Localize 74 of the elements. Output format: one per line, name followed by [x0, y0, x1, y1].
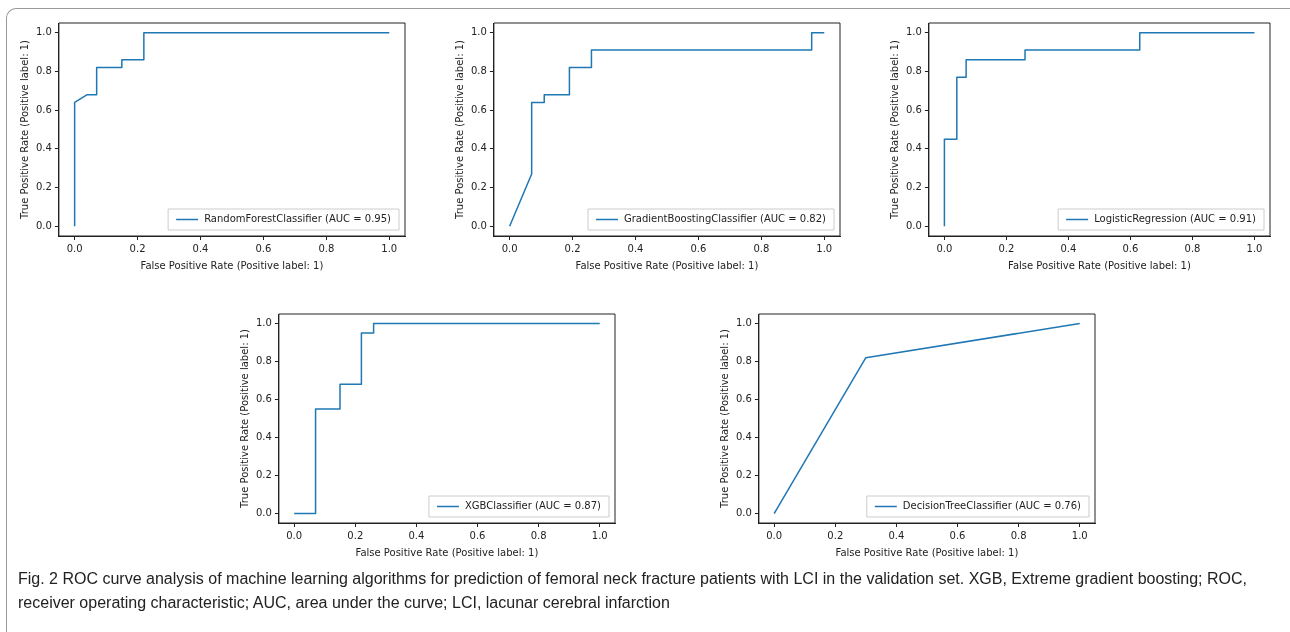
y-tick-label: 0.0	[471, 219, 487, 231]
y-axis-title: True Positive Rate (Positive label: 1)	[238, 328, 250, 509]
x-axis-title: False Positive Rate (Positive label: 1)	[835, 546, 1019, 558]
x-tick-label: 1.0	[1246, 242, 1263, 254]
y-tick-label: 0.2	[906, 181, 922, 193]
y-axis-title: True Positive Rate (Positive label: 1)	[18, 39, 30, 220]
y-tick-label: 0.6	[906, 103, 922, 115]
caption: Fig. 2 ROC curve analysis of machine learning algorithms for prediction of femoral neck fracture patients with LCI in the validation set. XGB, Extreme gradient boosting; ROC, receiver operating characteristic; AUC, area under the curve; LCI, lacunar cerebral infarction	[18, 569, 1248, 613]
y-tick-label: 0.4	[471, 142, 487, 154]
y-tick-label: 0.8	[471, 65, 487, 76]
x-tick-label: 0.2	[347, 529, 364, 541]
y-tick-label: 0.0	[36, 219, 52, 231]
y-tick-label: 0.2	[736, 469, 752, 481]
y-tick-label: 0.8	[906, 65, 922, 76]
x-tick-label: 0.8	[530, 529, 547, 541]
x-axis-title: False Positive Rate (Positive label: 1)	[355, 546, 539, 558]
legend-label: LogisticRegression (AUC = 0.91)	[1094, 213, 1257, 225]
y-tick-label: 0.6	[471, 103, 487, 115]
x-tick-label: 0.4	[1060, 242, 1077, 254]
x-tick-label: 0.8	[318, 242, 335, 254]
y-tick-label: 0.2	[36, 181, 52, 193]
x-axis-title: False Positive Rate (Positive label: 1)	[575, 259, 759, 271]
y-tick-label: 1.0	[736, 317, 752, 329]
y-axis-title: True Positive Rate (Positive label: 1)	[888, 39, 900, 220]
x-tick-label: 0.0	[766, 529, 783, 541]
y-tick-label: 1.0	[906, 26, 922, 38]
x-tick-label: 1.0	[381, 242, 398, 254]
y-tick-label: 0.6	[736, 393, 752, 405]
y-tick-label: 0.4	[736, 431, 752, 443]
y-axis-title: True Positive Rate (Positive label: 1)	[718, 328, 730, 509]
x-tick-label: 0.2	[998, 242, 1015, 254]
y-tick-label: 0.4	[256, 431, 272, 443]
y-tick-label: 1.0	[36, 26, 52, 38]
legend-label: DecisionTreeClassifier (AUC = 0.76)	[902, 500, 1082, 512]
x-axis-title: False Positive Rate (Positive label: 1)	[1008, 259, 1191, 271]
y-tick-label: 0.6	[36, 103, 52, 115]
x-tick-label: 1.0	[591, 529, 608, 541]
x-tick-label: 0.8	[1184, 242, 1201, 254]
x-tick-label: 1.0	[816, 242, 833, 254]
x-tick-label: 0.4	[408, 529, 425, 541]
y-tick-label: 0.0	[736, 507, 752, 519]
x-tick-label: 0.6	[690, 242, 707, 254]
y-tick-label: 0.0	[256, 507, 272, 519]
y-tick-label: 1.0	[256, 317, 272, 329]
y-tick-label: 0.2	[471, 181, 487, 193]
y-tick-label: 0.2	[256, 469, 272, 481]
x-tick-label: 0.0	[501, 242, 518, 254]
x-tick-label: 0.6	[949, 529, 966, 541]
y-tick-label: 0.8	[256, 355, 272, 367]
x-tick-label: 0.4	[192, 242, 209, 254]
y-tick-label: 0.8	[36, 65, 52, 76]
legend-label: RandomForestClassifier (AUC = 0.95)	[204, 213, 392, 225]
x-tick-label: 0.4	[627, 242, 644, 254]
x-axis-title: False Positive Rate (Positive label: 1)	[140, 259, 324, 271]
x-tick-label: 0.4	[888, 529, 905, 541]
x-tick-label: 0.0	[936, 242, 953, 254]
x-tick-label: 1.0	[1071, 529, 1088, 541]
x-tick-label: 0.8	[1010, 529, 1027, 541]
x-tick-label: 0.0	[286, 529, 303, 541]
y-tick-label: 0.4	[36, 142, 52, 154]
x-tick-label: 0.0	[66, 242, 83, 254]
x-tick-label: 0.2	[564, 242, 581, 254]
y-axis-title: True Positive Rate (Positive label: 1)	[453, 39, 465, 220]
x-tick-label: 0.8	[753, 242, 770, 254]
x-tick-label: 0.2	[129, 242, 146, 254]
y-tick-label: 0.8	[736, 355, 752, 367]
y-tick-label: 0.6	[256, 393, 272, 405]
legend-label: GradientBoostingClassifier (AUC = 0.82)	[624, 213, 827, 225]
x-tick-label: 0.6	[1122, 242, 1139, 254]
y-tick-label: 0.0	[906, 219, 922, 231]
y-tick-label: 0.4	[906, 142, 922, 154]
y-tick-label: 1.0	[471, 26, 487, 38]
x-tick-label: 0.2	[827, 529, 844, 541]
legend-label: XGBClassifier (AUC = 0.87)	[464, 500, 602, 512]
